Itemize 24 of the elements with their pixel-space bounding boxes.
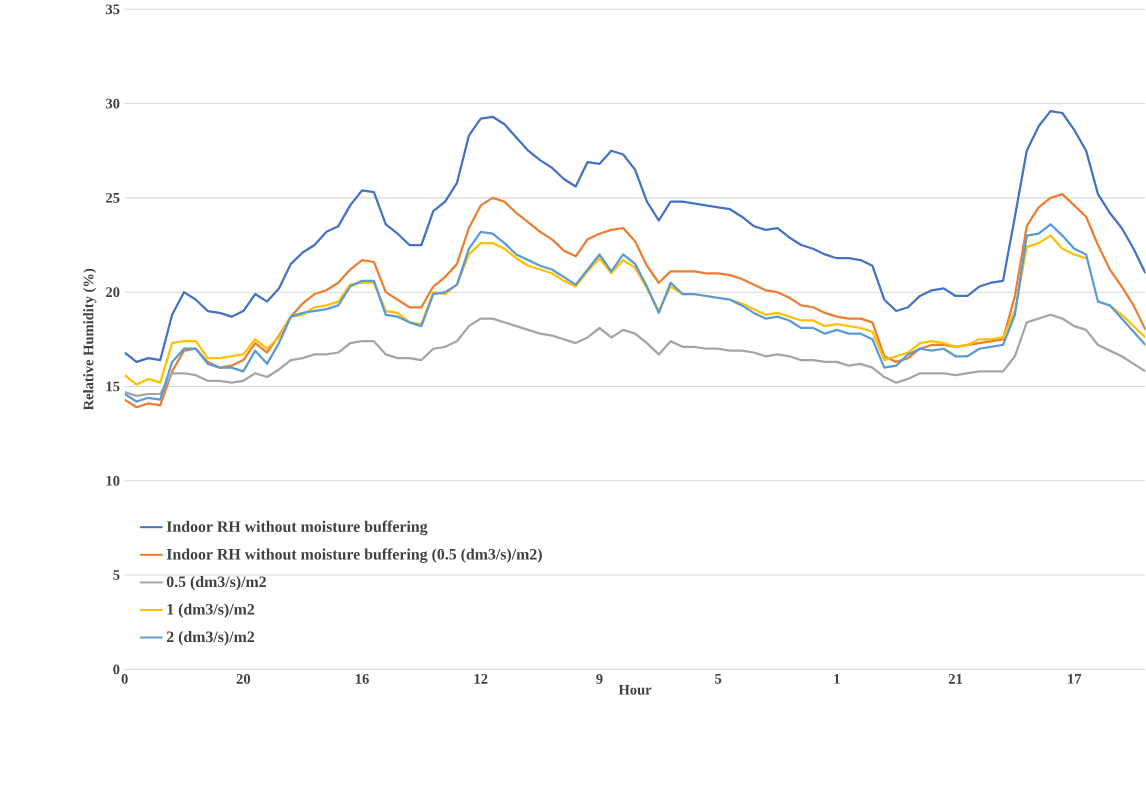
y-axis-title: Relative Humidity (%) bbox=[83, 268, 97, 411]
y-tick-label: 25 bbox=[106, 192, 120, 203]
x-tick-label: 1 bbox=[834, 673, 840, 684]
y-tick-label: 5 bbox=[113, 570, 120, 580]
y-tick-label: 35 bbox=[105, 4, 120, 15]
legend-label: Indoor RH without moisture buffering (0.5 (dm3/s)/m2) bbox=[166, 548, 542, 563]
x-tick-label: 20 bbox=[236, 673, 251, 684]
x-tick-label: 21 bbox=[948, 673, 963, 684]
legend-label: Indoor RH without moisture buffering bbox=[166, 520, 428, 536]
y-tick-label: 30 bbox=[105, 98, 120, 109]
x-tick-label: 17 bbox=[1068, 673, 1082, 684]
x-tick-label: 9 bbox=[596, 673, 603, 684]
x-tick-label: 12 bbox=[474, 673, 488, 684]
x-tick-label: 5 bbox=[715, 673, 722, 684]
y-tick-label: 20 bbox=[106, 287, 120, 297]
legend-label: 1 (dm3/s)/m2 bbox=[167, 603, 255, 618]
y-tick-label: 15 bbox=[106, 381, 120, 392]
y-tick-label: 10 bbox=[106, 475, 120, 486]
x-tick-label: 16 bbox=[355, 673, 369, 684]
x-tick-label: 0 bbox=[121, 673, 128, 684]
legend-label: 0.5 (dm3/s)/m2 bbox=[166, 575, 266, 591]
y-tick-label: 0 bbox=[113, 664, 120, 675]
x-axis-title: Hour bbox=[618, 684, 652, 695]
legend-label: 2 (dm3/s)/m2 bbox=[166, 630, 255, 646]
